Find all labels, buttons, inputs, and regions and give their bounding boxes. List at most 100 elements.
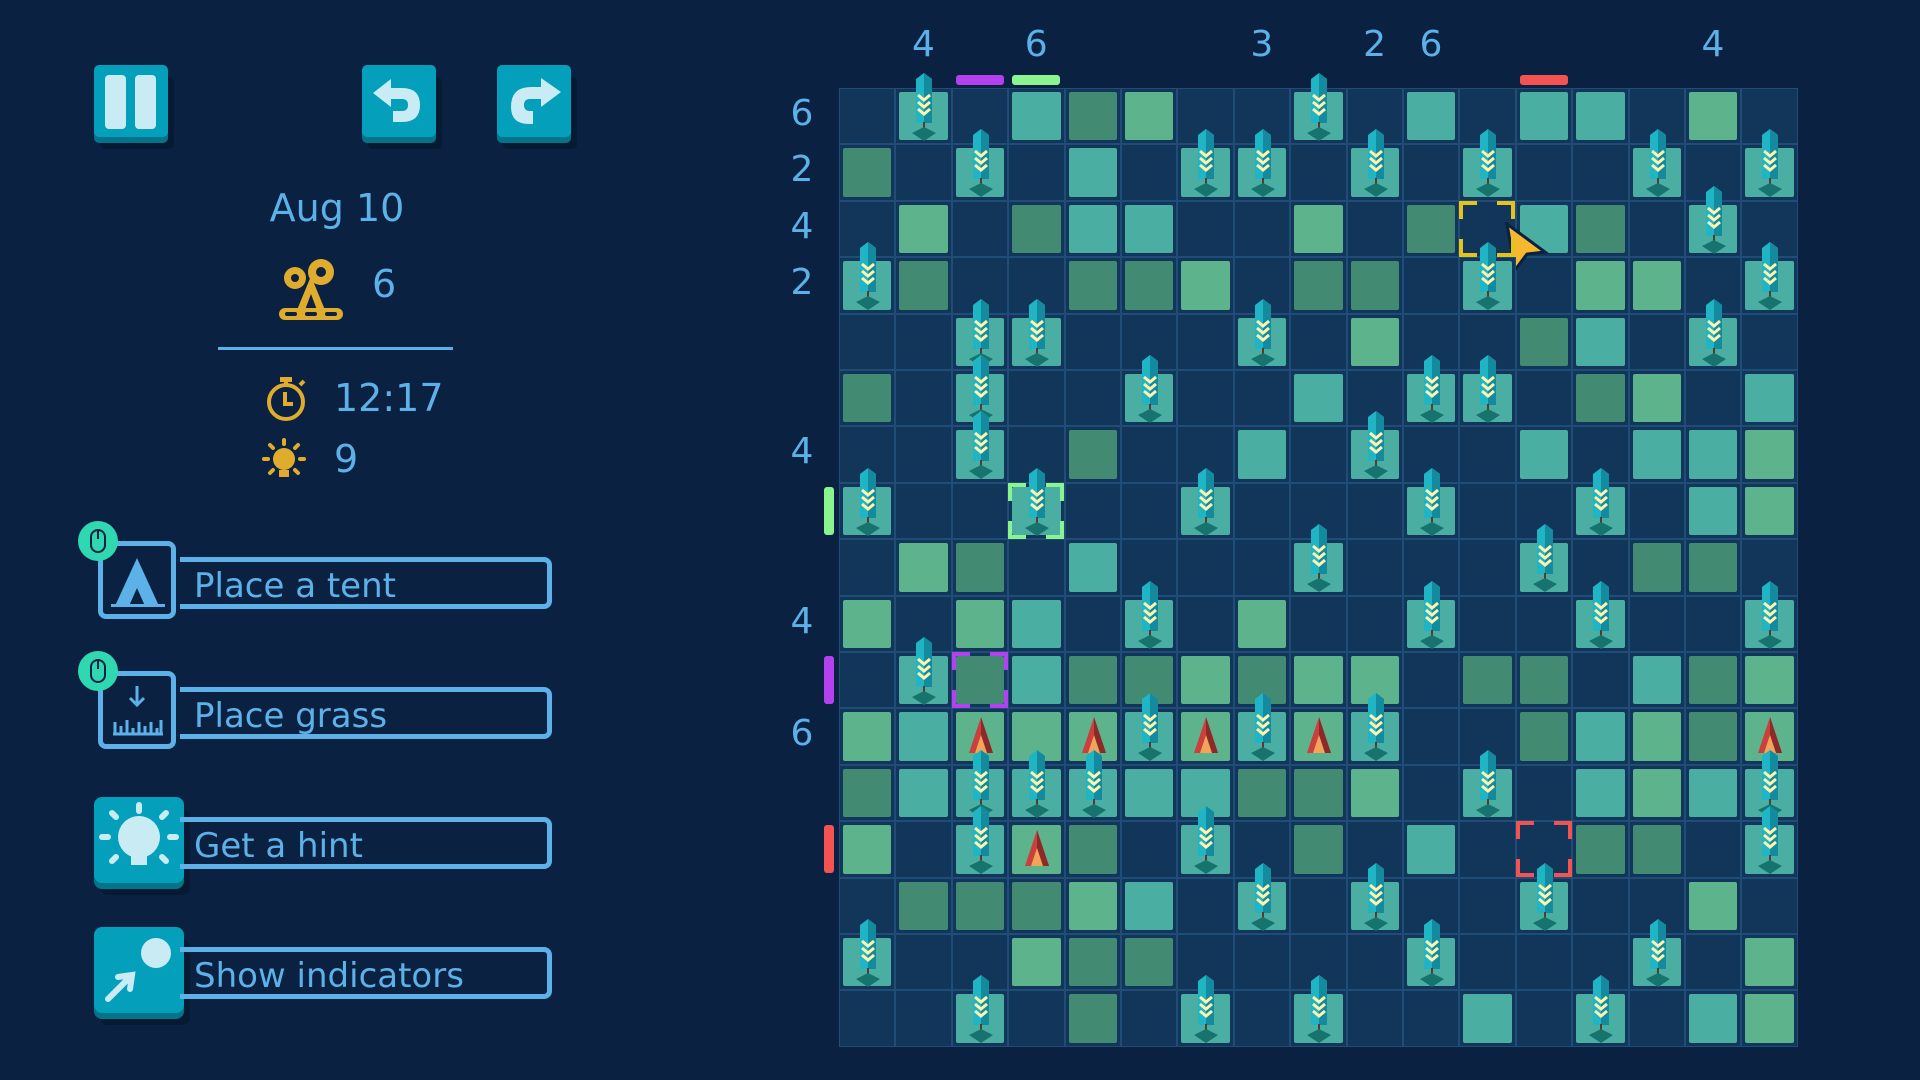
- cell-empty[interactable]: [1346, 595, 1403, 652]
- cell-empty[interactable]: [1290, 313, 1347, 370]
- cell-tree[interactable]: [1459, 242, 1516, 314]
- cell-grass-teal[interactable]: [1177, 764, 1234, 822]
- cell-empty[interactable]: [1290, 595, 1347, 652]
- cell-tree[interactable]: [1233, 693, 1291, 765]
- cell-tree[interactable]: [1741, 580, 1798, 652]
- cell-grass-teal[interactable]: [1685, 426, 1742, 483]
- cell-empty[interactable]: [1008, 539, 1065, 596]
- cell-empty[interactable]: [1290, 144, 1347, 201]
- cell-empty[interactable]: [1459, 595, 1516, 652]
- cell-grass-dark[interactable]: [1572, 200, 1629, 258]
- cell-empty[interactable]: [1459, 877, 1516, 934]
- cell-grass-dark[interactable]: [1403, 200, 1460, 258]
- cell-tree[interactable]: [1403, 580, 1460, 652]
- cell-tree[interactable]: [1177, 806, 1234, 878]
- cell-tree[interactable]: [1121, 355, 1178, 427]
- cell-tent[interactable]: [1290, 708, 1347, 765]
- cell-tree[interactable]: [1741, 129, 1798, 201]
- cell-grass-dark[interactable]: [1064, 821, 1121, 878]
- cell-tree[interactable]: [1233, 862, 1291, 934]
- cell-grass-light[interactable]: [1572, 257, 1629, 314]
- cell-tree[interactable]: [1628, 919, 1685, 991]
- cell-grass-light[interactable]: [1685, 88, 1742, 145]
- cell-empty[interactable]: [895, 934, 952, 991]
- cell-grass-dark[interactable]: [1008, 200, 1065, 258]
- cell-tree[interactable]: [1403, 467, 1460, 540]
- cell-tree[interactable]: [1290, 73, 1347, 145]
- cell-grass-dark[interactable]: [951, 539, 1009, 596]
- cell-grass-dark[interactable]: [951, 877, 1009, 934]
- cell-grass-dark[interactable]: [1685, 652, 1742, 709]
- cell-empty[interactable]: [839, 313, 896, 370]
- cell-empty[interactable]: [1121, 426, 1178, 483]
- cell-empty[interactable]: [1346, 934, 1403, 991]
- cell-empty[interactable]: [1346, 200, 1403, 258]
- cell-grass-dark[interactable]: [1290, 764, 1347, 822]
- cell-grass-dark[interactable]: [1459, 652, 1516, 709]
- cell-empty[interactable]: [1572, 144, 1629, 201]
- cell-grass-teal[interactable]: [1233, 426, 1291, 483]
- cell-grass-dark[interactable]: [895, 257, 952, 314]
- cell-grass-teal[interactable]: [1064, 200, 1121, 258]
- cell-tree[interactable]: [1685, 185, 1742, 258]
- cell-tree[interactable]: [1685, 298, 1742, 370]
- cell-empty[interactable]: [1515, 990, 1573, 1047]
- puzzle-grid[interactable]: [839, 73, 1798, 1047]
- cell-empty[interactable]: [1515, 595, 1573, 652]
- cell-empty[interactable]: [1685, 370, 1742, 427]
- cell-grass-teal[interactable]: [1008, 88, 1065, 145]
- cell-tree[interactable]: [1064, 749, 1121, 822]
- cell-grass-dark[interactable]: [1233, 764, 1291, 822]
- cell-empty[interactable]: [1346, 482, 1403, 540]
- cell-grass-dark[interactable]: [1064, 257, 1121, 314]
- cell-grass-light[interactable]: [895, 539, 952, 596]
- cell-grass-dark[interactable]: [1008, 877, 1065, 934]
- cell-grass-light[interactable]: [1290, 200, 1347, 258]
- cell-empty[interactable]: [1459, 482, 1516, 540]
- cell-empty[interactable]: [1741, 313, 1798, 370]
- cell-empty[interactable]: [1008, 370, 1065, 427]
- cell-empty[interactable]: [1177, 426, 1234, 483]
- cell-grass-teal[interactable]: [1403, 821, 1460, 878]
- cell-grass-dark[interactable]: [1572, 821, 1629, 878]
- cell-empty[interactable]: [1459, 708, 1516, 765]
- cell-empty[interactable]: [1064, 370, 1121, 427]
- cell-grass-light[interactable]: [1741, 990, 1798, 1047]
- cell-tree[interactable]: [1290, 524, 1347, 596]
- cell-grass-teal[interactable]: [1572, 313, 1629, 370]
- cell-empty[interactable]: [1177, 370, 1234, 427]
- cell-tent[interactable]: [951, 708, 1009, 765]
- cell-tree[interactable]: [1403, 355, 1460, 427]
- cell-empty[interactable]: [1346, 539, 1403, 596]
- cell-empty[interactable]: [1233, 539, 1291, 596]
- cell-grass-teal[interactable]: [1628, 652, 1685, 709]
- cell-empty[interactable]: [1628, 990, 1685, 1047]
- cell-empty[interactable]: [1064, 482, 1121, 540]
- cell-tree[interactable]: [1290, 975, 1347, 1047]
- cell-empty[interactable]: [1233, 934, 1291, 991]
- cell-grass-dark[interactable]: [1064, 88, 1121, 145]
- cell-empty[interactable]: [1233, 482, 1291, 540]
- cell-grass-dark[interactable]: [839, 370, 896, 427]
- cell-tree[interactable]: [1233, 129, 1291, 201]
- cell-tree[interactable]: [839, 919, 896, 991]
- cell-empty[interactable]: [1459, 934, 1516, 991]
- cell-grass-dark[interactable]: [1121, 934, 1178, 991]
- cell-grass-teal[interactable]: [1685, 764, 1742, 822]
- cell-empty[interactable]: [1177, 877, 1234, 934]
- cell-grass-light[interactable]: [1008, 934, 1065, 991]
- cell-empty[interactable]: [1628, 313, 1685, 370]
- cell-grass-teal[interactable]: [1572, 708, 1629, 765]
- undo-button[interactable]: [362, 65, 436, 137]
- cell-empty[interactable]: [895, 821, 952, 878]
- cell-empty[interactable]: [839, 88, 896, 145]
- cell-grass-light[interactable]: [1628, 370, 1685, 427]
- cell-empty[interactable]: [1346, 990, 1403, 1047]
- cell-empty[interactable]: [1403, 990, 1460, 1047]
- cell-empty[interactable]: [1064, 595, 1121, 652]
- cell-tree[interactable]: [895, 73, 952, 145]
- cell-tree[interactable]: [1628, 129, 1685, 201]
- cell-tree[interactable]: [951, 411, 1009, 483]
- cell-empty[interactable]: [1515, 370, 1573, 427]
- cell-grass-dark[interactable]: [839, 764, 896, 822]
